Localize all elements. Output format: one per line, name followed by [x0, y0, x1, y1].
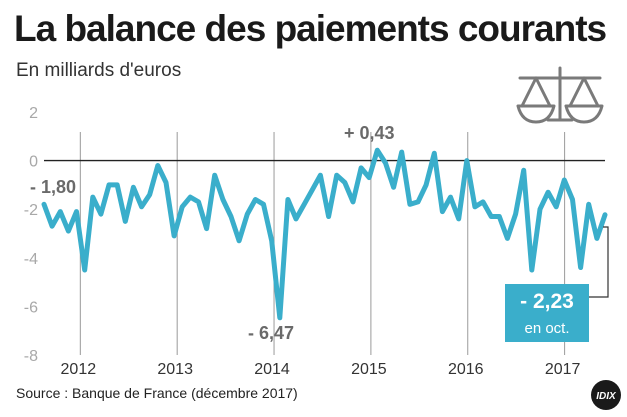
series-line [41, 147, 608, 321]
annotation-first-value: - 1,80 [30, 177, 76, 197]
svg-text:IDIX: IDIX [596, 391, 617, 402]
y-tick-label: -4 [24, 251, 38, 268]
x-tick-label: 2016 [448, 361, 484, 378]
callout-value: - 2,23 [520, 290, 574, 313]
x-tick-label: 2015 [351, 361, 387, 378]
annotation-max-value: + 0,43 [344, 123, 395, 143]
x-tick-label: 2012 [61, 361, 97, 378]
idix-logo: IDIX [591, 380, 621, 410]
chart-subtitle: En milliards d'euros [16, 60, 182, 81]
y-tick-label: -6 [24, 299, 38, 316]
chart-title: La balance des paiements courants [14, 8, 607, 49]
x-tick-label: 2013 [157, 361, 193, 378]
y-tick-label: 0 [29, 154, 38, 171]
last-value-callout [505, 284, 589, 342]
source-note: Source : Banque de France (décembre 2017… [16, 385, 298, 401]
x-tick-label: 2017 [545, 361, 581, 378]
y-tick-label: 2 [29, 105, 38, 122]
callout-leader-line [589, 226, 609, 298]
callout-sublabel: en oct. [524, 320, 569, 337]
x-tick-label: 2014 [254, 361, 290, 378]
annotation-min-value: - 6,47 [248, 323, 294, 343]
y-tick-label: -8 [24, 348, 38, 365]
balance-scale-icon [516, 66, 604, 124]
y-tick-label: -2 [24, 202, 38, 219]
